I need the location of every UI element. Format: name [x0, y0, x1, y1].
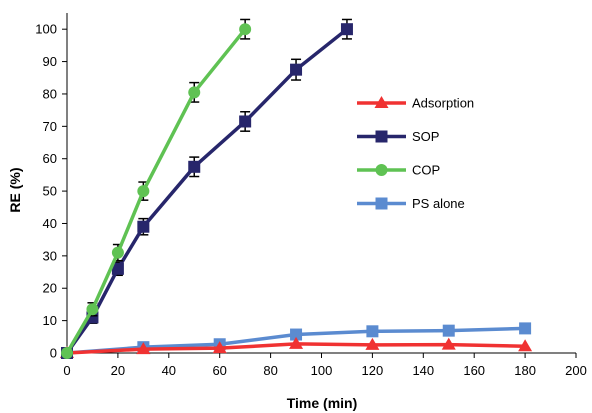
legend-entry-cop: COP: [357, 163, 440, 178]
data-point-cop: [188, 86, 200, 98]
legend-label: COP: [412, 163, 440, 178]
legend-label: PS alone: [412, 196, 465, 211]
x-tick-label: 0: [63, 363, 70, 378]
legend-entry-sop: SOP: [357, 129, 439, 144]
x-axis-title: Time (min): [287, 395, 358, 411]
x-tick-label: 20: [111, 363, 125, 378]
x-tick-label: 160: [463, 363, 485, 378]
y-tick-label: 50: [43, 184, 57, 199]
y-tick-label: 0: [50, 346, 57, 361]
data-point-sop: [239, 115, 251, 127]
y-axis-title: RE (%): [7, 167, 23, 212]
y-tick-label: 60: [43, 151, 57, 166]
data-point-sop: [290, 64, 302, 76]
x-tick-label: 180: [514, 363, 536, 378]
data-point-sop: [188, 161, 200, 173]
plot-area: [60, 19, 532, 359]
x-tick-label: 80: [263, 363, 277, 378]
legend: Adsorption SOP COP PS alone: [357, 96, 474, 212]
data-point-sop: [341, 23, 353, 35]
series-cop: [61, 19, 251, 359]
data-point-sop: [137, 221, 149, 233]
legend-entry-adsorption: Adsorption: [357, 96, 474, 111]
data-point-ps-alone: [366, 325, 378, 337]
data-point-cop: [112, 247, 124, 259]
x-tick-label: 40: [162, 363, 176, 378]
data-point-cop: [86, 303, 98, 315]
legend-marker: [376, 198, 388, 210]
y-tick-label: 30: [43, 248, 57, 263]
legend-marker: [376, 164, 388, 176]
y-tick-label: 80: [43, 86, 57, 101]
y-tick-label: 10: [43, 313, 57, 328]
x-tick-label: 200: [565, 363, 587, 378]
y-tick-label: 90: [43, 54, 57, 69]
x-tick-label: 140: [412, 363, 434, 378]
x-tick-label: 60: [212, 363, 226, 378]
data-point-cop: [137, 185, 149, 197]
series-sop: [61, 19, 353, 359]
data-point-ps-alone: [519, 322, 531, 334]
data-point-ps-alone: [443, 325, 455, 337]
legend-entry-ps-alone: PS alone: [357, 196, 465, 211]
x-tick-label: 100: [311, 363, 333, 378]
legend-marker: [376, 131, 388, 143]
y-tick-label: 70: [43, 119, 57, 134]
y-tick-label: 40: [43, 216, 57, 231]
axes: 0 10 20 30 40 50 60 70 80 90 100 0 20 40 60 80 100 120 140…: [35, 13, 587, 378]
data-point-cop: [239, 23, 251, 35]
legend-label: Adsorption: [412, 96, 474, 111]
legend-label: SOP: [412, 129, 439, 144]
y-tick-label: 20: [43, 281, 57, 296]
y-tick-label: 100: [35, 22, 57, 37]
data-point-cop: [61, 347, 73, 359]
x-tick-label: 120: [362, 363, 384, 378]
